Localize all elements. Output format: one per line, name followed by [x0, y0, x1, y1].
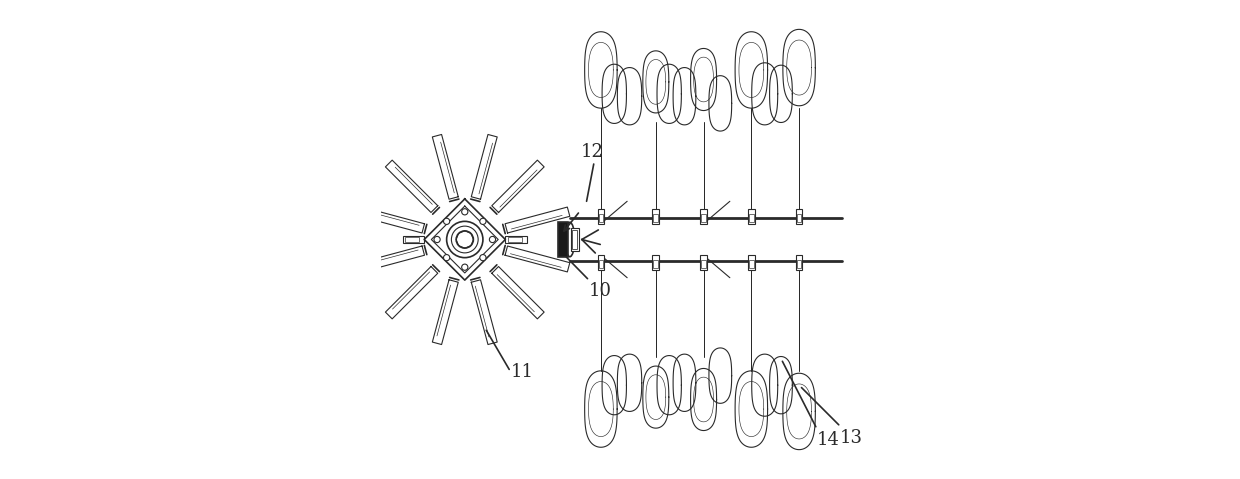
Bar — [796, 209, 802, 224]
Bar — [701, 260, 706, 268]
Text: 14: 14 — [817, 431, 839, 448]
Ellipse shape — [490, 237, 496, 242]
Text: 11: 11 — [511, 363, 534, 381]
Bar — [507, 237, 522, 242]
Ellipse shape — [565, 222, 574, 257]
Ellipse shape — [461, 209, 467, 215]
Bar — [748, 255, 755, 270]
Text: 12: 12 — [580, 143, 604, 160]
Bar — [653, 260, 658, 268]
Text: 13: 13 — [839, 429, 863, 446]
Ellipse shape — [480, 218, 486, 225]
Bar — [558, 222, 568, 257]
Bar — [598, 209, 604, 224]
Bar — [570, 228, 579, 251]
Bar — [599, 215, 604, 222]
Bar — [701, 215, 706, 222]
Ellipse shape — [446, 221, 482, 258]
Bar — [701, 255, 707, 270]
Bar — [701, 209, 707, 224]
Bar — [796, 255, 802, 270]
Ellipse shape — [461, 264, 467, 270]
Bar — [598, 255, 604, 270]
Ellipse shape — [456, 231, 474, 248]
Bar — [797, 215, 801, 222]
Text: 10: 10 — [589, 283, 613, 300]
Ellipse shape — [434, 237, 440, 242]
Bar — [748, 209, 755, 224]
Ellipse shape — [480, 254, 486, 261]
Bar — [506, 236, 527, 243]
Bar — [405, 237, 419, 242]
Bar — [797, 260, 801, 268]
Ellipse shape — [451, 226, 479, 253]
Bar — [653, 215, 658, 222]
Bar — [749, 260, 754, 268]
Bar — [599, 260, 604, 268]
Bar — [403, 236, 424, 243]
Ellipse shape — [444, 254, 450, 261]
Bar — [652, 209, 660, 224]
Ellipse shape — [444, 218, 450, 225]
Bar — [652, 255, 660, 270]
Bar — [749, 215, 754, 222]
Bar — [572, 230, 578, 249]
